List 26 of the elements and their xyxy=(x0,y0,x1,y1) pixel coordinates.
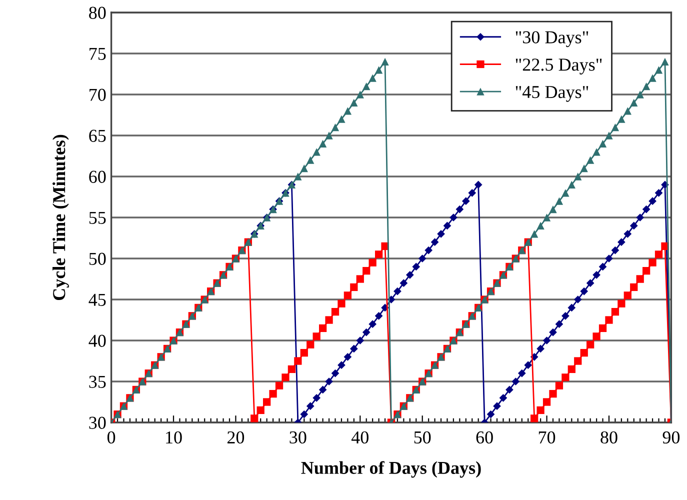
x-tick-label: 90 xyxy=(662,431,680,444)
x-tick-label: 10 xyxy=(166,431,182,444)
y-tick-label: 35 xyxy=(89,376,106,388)
y-tick-label: 55 xyxy=(89,212,106,224)
x-tick-label: 30 xyxy=(290,431,306,444)
legend-label: "22.5 Days" xyxy=(516,58,602,74)
y-tick-label: 40 xyxy=(88,334,106,347)
x-tick-label: 50 xyxy=(414,431,431,444)
y-tick-label: 30 xyxy=(89,416,106,429)
y-tick-label: 50 xyxy=(89,252,106,265)
y-tick-label: 45 xyxy=(88,294,106,306)
x-tick-label: 70 xyxy=(538,431,556,444)
x-tick-label: 60 xyxy=(476,431,493,444)
y-axis-title: Cycle Time (Minutes) xyxy=(52,134,69,300)
legend-label: "30 Days" xyxy=(516,31,588,48)
x-tick-label: 40 xyxy=(351,431,368,444)
y-tick-label: 80 xyxy=(89,6,106,19)
x-axis-title: Number of Days (Days) xyxy=(301,461,481,478)
y-tick-label: 60 xyxy=(89,170,106,183)
y-tick-label: 65 xyxy=(89,130,106,142)
x-tick-label: 0 xyxy=(107,431,116,444)
x-tick-label: 20 xyxy=(227,431,244,444)
y-tick-label: 75 xyxy=(90,48,106,60)
x-tick-label: 80 xyxy=(600,431,618,444)
legend-label: "45 Days" xyxy=(516,86,588,102)
y-tick-label: 70 xyxy=(90,88,106,101)
